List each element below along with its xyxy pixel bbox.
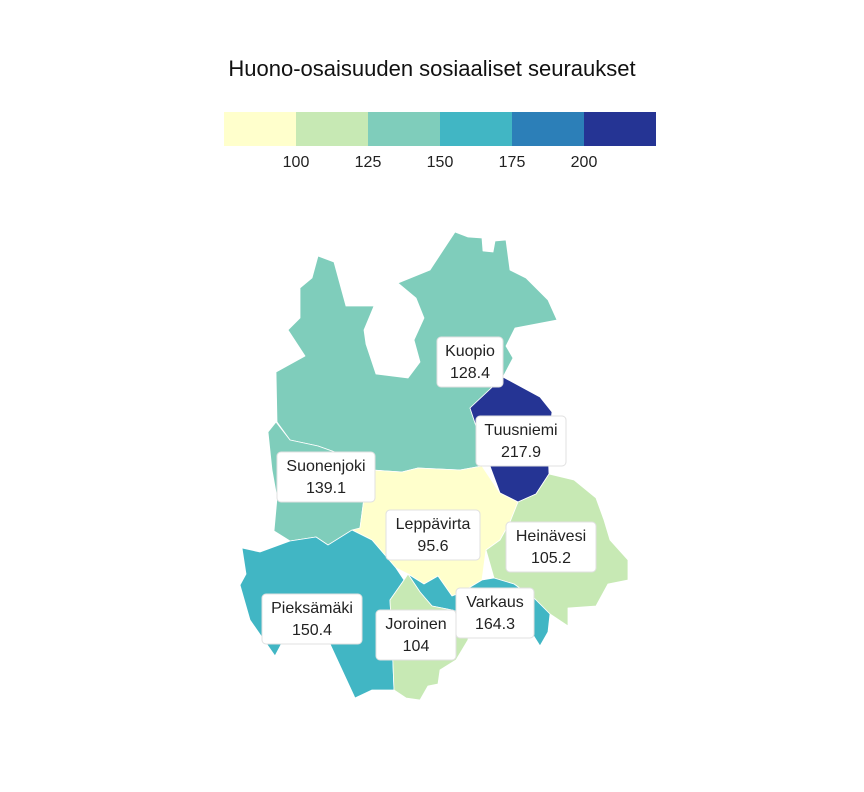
region-name-label: Leppävirta (396, 516, 471, 533)
region-value-label: 95.6 (417, 538, 448, 555)
label-varkaus: Varkaus 164.3 (455, 587, 535, 639)
region-name-label: Joroinen (385, 616, 446, 633)
legend-tick-label: 200 (570, 154, 598, 171)
label-heinavesi: Heinävesi 105.2 (505, 521, 597, 573)
label-kuopio: Kuopio 128.4 (436, 336, 504, 388)
legend-swatch-6 (584, 112, 656, 146)
region-name-label: Tuusniemi (484, 422, 557, 439)
region-value-label: 105.2 (531, 550, 571, 567)
region-name-label: Kuopio (445, 343, 495, 360)
region-value-label: 150.4 (292, 622, 332, 639)
legend-tick-label: 150 (426, 154, 454, 171)
legend-tick-label: 175 (498, 154, 526, 171)
legend-tick-label: 125 (354, 154, 382, 171)
legend-swatch-1 (224, 112, 296, 146)
legend-swatch-2 (296, 112, 368, 146)
region-name-label: Pieksämäki (271, 600, 353, 617)
region-value-label: 139.1 (306, 480, 346, 497)
label-pieksamaki: Pieksämäki 150.4 (261, 593, 363, 645)
region-name-label: Suonenjoki (286, 458, 365, 475)
region-name-label: Varkaus (466, 594, 524, 611)
legend-swatch-3 (368, 112, 440, 146)
chart-title: Huono-osaisuuden sosiaaliset seuraukset (228, 56, 636, 81)
label-leppavirta: Leppävirta 95.6 (385, 509, 481, 561)
legend-swatch-5 (512, 112, 584, 146)
label-tuusniemi: Tuusniemi 217.9 (475, 415, 567, 467)
region-value-label: 104 (403, 638, 430, 655)
label-suonenjoki: Suonenjoki 139.1 (276, 451, 376, 503)
region-value-label: 217.9 (501, 444, 541, 461)
region-value-label: 164.3 (475, 616, 515, 633)
legend-tick-label: 100 (282, 154, 310, 171)
region-name-label: Heinävesi (516, 528, 586, 545)
legend-swatch-4 (440, 112, 512, 146)
region-value-label: 128.4 (450, 365, 490, 382)
label-joroinen: Joroinen 104 (375, 609, 457, 661)
color-legend (224, 112, 656, 146)
